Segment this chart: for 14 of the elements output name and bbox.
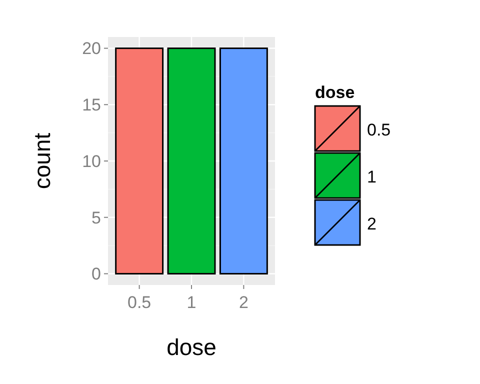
text: 1 xyxy=(367,167,376,186)
y-axis-title: count xyxy=(29,132,55,190)
text: 2 xyxy=(367,214,376,234)
x-tick-label: 2 xyxy=(238,293,248,312)
x-tick-label: 1 xyxy=(186,293,196,312)
y-tick-label: 15 xyxy=(82,96,101,115)
text: 0.5 xyxy=(367,120,391,140)
x-axis-title: dose xyxy=(166,334,216,360)
y-tick-label: 20 xyxy=(82,39,101,58)
y-tick-label: 0 xyxy=(92,264,101,284)
y-tick-label: 5 xyxy=(92,208,101,228)
x-tick-label: 0.5 xyxy=(127,293,152,312)
legend-title: dose xyxy=(315,83,355,102)
y-tick-label: 10 xyxy=(82,152,101,171)
